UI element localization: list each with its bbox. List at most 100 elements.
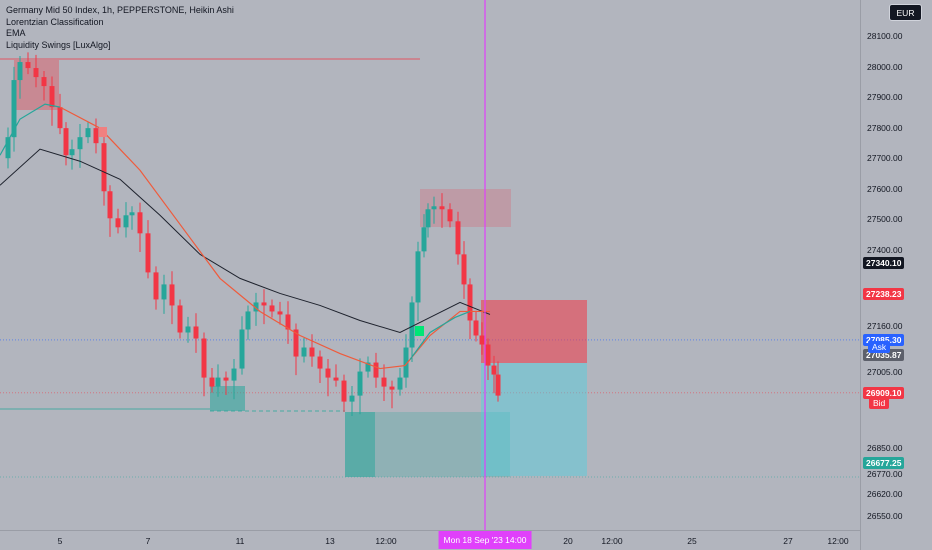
bid-tag: Bid: [869, 397, 890, 409]
price-badge: 26909.10: [863, 386, 905, 399]
indicator-liquidity-swings[interactable]: Liquidity Swings [LuxAlgo]: [6, 39, 111, 50]
candle-body: [491, 365, 497, 375]
candle-body: [293, 329, 299, 357]
candle-body: [215, 377, 221, 387]
candle-body: [325, 368, 331, 378]
time-tick-label: 12:00: [601, 536, 623, 546]
price-chart[interactable]: [0, 0, 860, 530]
symbol-title[interactable]: Germany Mid 50 Index, 1h, PEPPERSTONE, H…: [6, 5, 234, 15]
candle-body: [397, 377, 403, 390]
candle-body: [309, 347, 315, 357]
demand-zone: [345, 412, 375, 477]
buy-signal-marker: [415, 326, 424, 336]
candle-body: [447, 209, 453, 222]
price-badge: 27238.23: [863, 287, 905, 300]
candle-body: [41, 77, 47, 87]
candle-body: [261, 302, 267, 306]
candle-body: [373, 362, 379, 378]
chart-pane[interactable]: Germany Mid 50 Index, 1h, PEPPERSTONE, H…: [0, 0, 860, 530]
candle-body: [485, 344, 491, 366]
candle-body: [231, 368, 237, 381]
candle-body: [431, 206, 437, 210]
price-badge: 26677.25: [863, 456, 905, 469]
price-badge: 27340.10: [863, 257, 905, 270]
price-tick-label: 26770.00: [867, 469, 903, 479]
candle-body: [153, 272, 159, 300]
candle-body: [403, 347, 409, 378]
sell-signal-marker: [99, 127, 107, 137]
candle-body: [285, 314, 291, 330]
candle-body: [341, 380, 347, 402]
price-tick-label: 27005.00: [867, 367, 903, 377]
candle-body: [455, 221, 461, 255]
candle-body: [239, 329, 245, 369]
candle-body: [301, 347, 307, 357]
candle-body: [333, 377, 339, 381]
price-tick-label: 27800.00: [867, 123, 903, 133]
candle-body: [201, 338, 207, 378]
price-tick-label: 27400.00: [867, 245, 903, 255]
candle-body: [467, 284, 473, 321]
price-tick-label: 27900.00: [867, 92, 903, 102]
price-tick-label: 26850.00: [867, 443, 903, 453]
time-tick-label: 12:00: [375, 536, 397, 546]
candle-body: [129, 212, 135, 216]
candle-body: [389, 386, 395, 390]
candle-body: [115, 218, 121, 228]
chart-legend: Germany Mid 50 Index, 1h, PEPPERSTONE, H…: [6, 5, 234, 51]
candle-body: [381, 377, 387, 387]
candle-body: [365, 362, 371, 372]
candle-body: [177, 305, 183, 333]
candle-body: [357, 371, 363, 396]
kernel-line: [0, 103, 61, 156]
candle-body: [57, 107, 63, 129]
time-tick-label: 7: [145, 536, 151, 546]
price-tick-label: 28100.00: [867, 31, 903, 41]
candle-body: [185, 326, 191, 333]
candle-body: [317, 356, 323, 369]
currency-button[interactable]: EUR: [889, 4, 922, 21]
ask-tag: Ask: [868, 341, 891, 353]
ma-line: [0, 148, 491, 334]
time-tick-label: 20: [563, 536, 573, 546]
candle-body: [137, 212, 143, 234]
candle-body: [223, 377, 229, 381]
price-tick-label: 27600.00: [867, 184, 903, 194]
time-tick-label: 11: [235, 536, 245, 546]
candle-body: [439, 206, 445, 210]
candle-body: [495, 374, 501, 396]
candle-body: [415, 251, 421, 303]
candle-body: [253, 302, 259, 312]
candle-body: [63, 128, 69, 156]
candle-body: [77, 137, 83, 150]
candle-body: [49, 86, 55, 108]
candle-body: [93, 128, 99, 144]
price-axis[interactable]: 28100.00 28000.00 27900.00 27800.00 27700.00…: [860, 0, 932, 550]
candle-body: [479, 335, 485, 345]
time-tick-label: 5: [57, 536, 63, 546]
candle-body: [101, 143, 107, 192]
candle-body: [5, 137, 11, 159]
time-tick-label: 25: [687, 536, 697, 546]
price-tick-label: 27160.00: [867, 321, 903, 331]
time-tick-label: 27: [783, 536, 793, 546]
candle-body: [169, 284, 175, 306]
price-tick-label: 26550.00: [867, 511, 903, 521]
crosshair-time-label: Mon 18 Sep '23 14:00: [438, 531, 532, 549]
candle-body: [145, 233, 151, 273]
candle-body: [69, 149, 75, 156]
candle-body: [269, 305, 275, 312]
indicator-ema[interactable]: EMA: [6, 28, 26, 38]
time-axis[interactable]: 5 7 11 13 12:00 20 12:00 25 27 12:00: [0, 530, 860, 550]
kernel-line: [409, 310, 471, 360]
candle-body: [461, 254, 467, 285]
candle-body: [107, 191, 113, 219]
candle-body: [425, 209, 431, 228]
candle-body: [11, 80, 17, 138]
indicator-lorentzian[interactable]: Lorentzian Classification: [6, 16, 104, 27]
candle-body: [277, 311, 283, 315]
candle-body: [193, 326, 199, 339]
price-tick-label: 27700.00: [867, 153, 903, 163]
ema-line: [59, 106, 490, 370]
candle-body: [17, 62, 23, 81]
